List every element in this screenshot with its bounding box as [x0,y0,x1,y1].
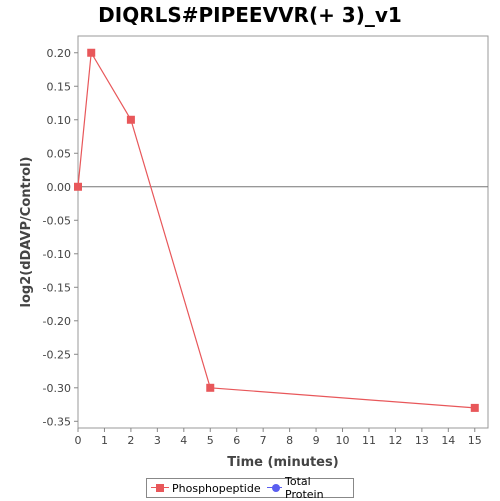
legend: Phosphopeptide Total Protein [146,475,354,501]
x-tick-label: 13 [415,434,429,447]
plot-area [77,35,489,429]
y-tick-label: -0.10 [43,248,71,261]
y-tick-label: -0.25 [43,348,71,361]
series-layer [74,48,479,412]
x-tick-label: 10 [336,434,350,447]
x-tick-label: 3 [154,434,161,447]
data-point [206,383,215,392]
legend-item-total-protein: Total Protein [266,475,343,501]
x-tick-label: 8 [286,434,293,447]
data-point [470,403,479,412]
x-tick-label: 0 [75,434,82,447]
y-axis-label: log2(dDAVP/Control) [19,157,34,308]
x-tick-label: 15 [468,434,482,447]
x-tick-label: 6 [233,434,240,447]
chart-title: DIQRLS#PIPEEVVR(+ 3)_v1 [98,3,402,27]
x-tick-label: 11 [362,434,376,447]
y-tick-label: -0.35 [43,415,71,428]
legend-key-circle-icon [266,483,283,493]
y-tick-label: 0.00 [47,181,72,194]
y-tick-label: 0.10 [47,114,72,127]
y-tick-label: 0.15 [47,80,72,93]
x-tick-label: 14 [441,434,455,447]
x-tick-label: 12 [388,434,402,447]
x-tick-label: 1 [101,434,108,447]
x-axis-label: Time (minutes) [227,455,338,470]
legend-label-total-protein: Total Protein [285,475,324,501]
data-point [74,182,82,191]
y-tick-label: -0.20 [43,315,71,328]
x-tick-label: 9 [313,434,320,447]
y-tick-label: -0.15 [43,281,71,294]
legend-label-phosphopeptide: Phosphopeptide [172,481,261,495]
y-tick-label: 0.20 [47,47,72,60]
x-tick-label: 2 [127,434,134,447]
y-tick-label: 0.05 [47,147,72,160]
y-tick-label: -0.30 [43,382,71,395]
x-axis-ticks: 0 1 2 3 4 5 6 7 8 9 10 11 12 13 14 15 [75,428,482,447]
legend-key-square-icon [151,483,169,493]
data-point [87,48,96,57]
x-tick-label: 5 [207,434,214,447]
data-point [126,115,135,124]
x-tick-label: 7 [260,434,267,447]
x-tick-label: 4 [180,434,187,447]
y-tick-label: -0.05 [43,214,71,227]
y-axis-ticks: 0.20 0.15 0.10 0.05 0.00 -0.05 -0.10 -0.15 -0.20… [43,47,78,428]
legend-item-phosphopeptide: Phosphopeptide [151,482,261,495]
